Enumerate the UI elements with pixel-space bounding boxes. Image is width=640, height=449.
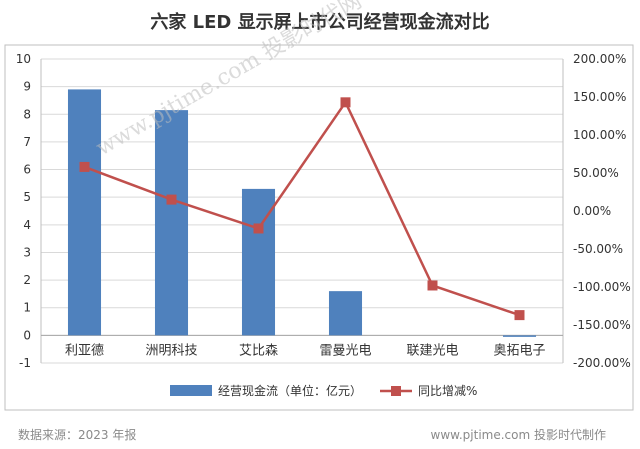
left-axis-tick-label: 2 bbox=[23, 273, 31, 287]
yoy-marker-利亚德 bbox=[79, 161, 90, 172]
category-label: 奥拓电子 bbox=[493, 343, 545, 358]
yoy-line bbox=[84, 99, 520, 317]
bar-奥拓电子 bbox=[502, 335, 537, 337]
category-label: 雷曼光电 bbox=[319, 343, 371, 358]
right-axis-tick-label: -200.00% bbox=[573, 356, 631, 370]
legend-bar-swatch bbox=[170, 385, 212, 396]
right-axis-tick-label: 50.00% bbox=[573, 166, 619, 180]
yoy-marker-洲明科技 bbox=[166, 194, 177, 205]
right-axis-tick-label: -50.00% bbox=[573, 242, 623, 256]
left-axis-tick-label: -1 bbox=[19, 356, 31, 370]
left-axis-tick-label: 10 bbox=[16, 52, 31, 66]
yoy-marker-奥拓电子 bbox=[514, 310, 525, 321]
left-axis-tick-label: 6 bbox=[23, 163, 31, 177]
bar-洲明科技 bbox=[154, 110, 189, 336]
yoy-marker-雷曼光电 bbox=[340, 97, 351, 108]
right-axis-tick-label: 150.00% bbox=[573, 90, 626, 104]
right-axis-tick-label: 200.00% bbox=[573, 52, 626, 66]
right-axis-tick-label: 100.00% bbox=[573, 128, 626, 142]
right-axis-tick-label: 0.00% bbox=[573, 204, 611, 218]
left-axis-tick-label: 0 bbox=[23, 328, 31, 342]
right-axis-tick-label: -150.00% bbox=[573, 318, 631, 332]
credit-note: www.pjtime.com 投影时代制作 bbox=[430, 428, 606, 442]
left-axis-tick-label: 1 bbox=[23, 301, 31, 315]
yoy-marker-联建光电 bbox=[427, 280, 438, 291]
category-label: 利亚德 bbox=[65, 343, 104, 358]
left-axis-tick-label: 5 bbox=[23, 190, 31, 204]
bar-利亚德 bbox=[67, 89, 102, 336]
left-axis-tick-label: 4 bbox=[23, 218, 31, 232]
category-label: 艾比森 bbox=[239, 343, 278, 358]
left-axis-tick-label: 8 bbox=[23, 107, 31, 121]
left-axis-tick-label: 3 bbox=[23, 245, 31, 259]
legend-line-label: 同比增减% bbox=[418, 384, 477, 398]
category-label: 洲明科技 bbox=[145, 343, 197, 358]
chart-title: 六家 LED 显示屏上市公司经营现金流对比 bbox=[150, 12, 490, 33]
right-axis-tick-label: -100.00% bbox=[573, 280, 631, 294]
legend-bar-label: 经营现金流（单位：亿元） bbox=[218, 383, 362, 398]
left-axis-tick-label: 9 bbox=[23, 80, 31, 94]
data-source-note: 数据来源：2023 年报 bbox=[18, 428, 137, 442]
chart-frame bbox=[4, 44, 634, 411]
bar-雷曼光电 bbox=[328, 291, 363, 336]
left-axis-tick-label: 7 bbox=[23, 135, 31, 149]
legend-line-marker bbox=[391, 386, 401, 396]
category-label: 联建光电 bbox=[406, 343, 458, 358]
yoy-marker-艾比森 bbox=[253, 223, 264, 234]
